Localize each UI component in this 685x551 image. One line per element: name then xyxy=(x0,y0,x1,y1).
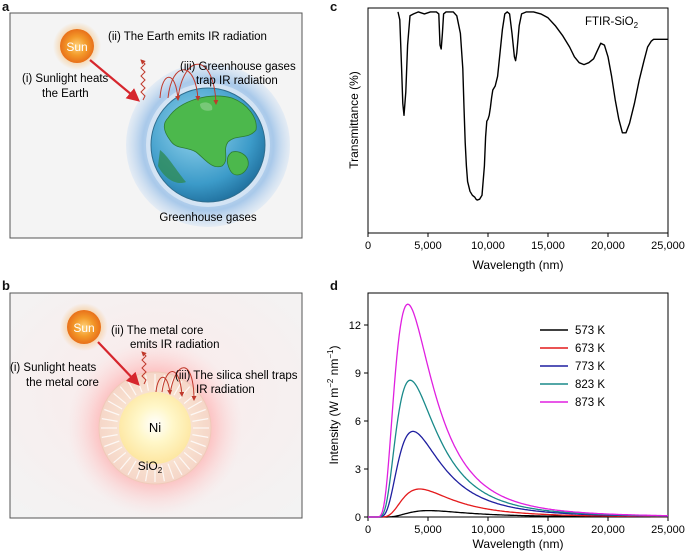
chart-d-frame xyxy=(367,292,669,518)
label-sunlight-heats-core-2: the metal core xyxy=(26,377,99,389)
label-greenhouse-trap-1: (iii) Greenhouse gases xyxy=(180,61,296,73)
panel-letter-c: c xyxy=(330,0,338,14)
chart-d-xtick-label: 10,000 xyxy=(471,524,505,536)
legend-label-873k: 873 K xyxy=(575,397,605,409)
chart-c-frame xyxy=(367,7,669,234)
ir-emission-wave xyxy=(140,59,146,101)
chart-c-xtick-label: 10,000 xyxy=(471,240,505,252)
panel-letter-a: a xyxy=(2,0,10,14)
label-shell-traps-1: (iii) The silica shell traps xyxy=(175,370,298,382)
ftir-series-line xyxy=(397,11,668,201)
chart-d-legend: 573 K 673 K 773 K 823 K 873 K xyxy=(540,325,605,409)
chart-d-xtick-label: 25,000 xyxy=(651,524,685,536)
chart-c-xlabel: Wavelength (nm) xyxy=(473,258,564,272)
chart-d-ytick-label: 12 xyxy=(349,320,361,332)
label-core-emits-ir-1: (ii) The metal core xyxy=(111,325,203,337)
chart-d-xtick-label: 0 xyxy=(365,524,371,536)
chart-d-xlabel: Wavelength (nm) xyxy=(473,537,564,551)
ir-trap-arc-b1 xyxy=(155,376,173,395)
chart-c-xtick-label: 0 xyxy=(365,240,371,252)
chart-d-xtick-label: 20,000 xyxy=(591,524,625,536)
ftir-annotation: FTIR-SiO2 xyxy=(585,16,639,30)
label-earth-emits-ir: (ii) The Earth emits IR radiation xyxy=(108,31,267,43)
sun-label: Sun xyxy=(66,40,87,54)
ni-core xyxy=(119,392,191,464)
sunlight-arrow-b xyxy=(97,341,140,386)
shell-label: SiO2 xyxy=(138,459,163,475)
panel-b-nanoparticle-illustration: Ni SiO2 Sun (ii) The metal core emits IR… xyxy=(9,292,303,519)
spectrum-line-673k xyxy=(368,488,669,518)
sun-label-b: Sun xyxy=(73,321,94,335)
chart-d-ytick-label: 9 xyxy=(355,368,361,380)
ir-trap-arc-b3 xyxy=(169,367,197,401)
greenhouse-gases-caption: Greenhouse gases xyxy=(159,212,256,224)
chart-emission-spectra: Wavelength (nm) Intensity (W m−2 nm−1) 0… xyxy=(326,292,685,551)
sunlight-arrow xyxy=(89,59,141,102)
spectrum-line-773k xyxy=(368,430,668,518)
sun-icon-b xyxy=(67,310,101,344)
label-greenhouse-trap-2: trap IR radiation xyxy=(196,75,278,87)
chart-d-ytick-label: 6 xyxy=(355,416,361,428)
chart-c-xtick-label: 20,000 xyxy=(591,240,625,252)
chart-d-ytick-label: 0 xyxy=(355,512,361,524)
label-core-emits-ir-2: emits IR radiation xyxy=(130,339,219,351)
legend-label-823k: 823 K xyxy=(575,379,605,391)
chart-c-xtick-label: 5,000 xyxy=(414,240,442,252)
panel-a-greenhouse-illustration: Sun (ii) The Earth emits IR radiation (i… xyxy=(9,12,303,239)
spectrum-line-873k xyxy=(368,303,669,518)
chart-d-ylabel: Intensity (W m−2 nm−1) xyxy=(326,346,341,465)
chart-c-xtick-label: 15,000 xyxy=(531,240,565,252)
earth-globe-icon xyxy=(150,87,266,203)
panel-letter-d: d xyxy=(330,278,338,293)
label-sunlight-heats-earth-2: the Earth xyxy=(42,88,89,100)
chart-d-xtick-label: 15,000 xyxy=(531,524,565,536)
spectrum-line-823k xyxy=(368,379,668,518)
ir-trap-arc-b2 xyxy=(161,371,185,397)
legend-label-773k: 773 K xyxy=(575,361,605,373)
label-sunlight-heats-core-1: (i) Sunlight heats xyxy=(10,362,97,374)
core-label: Ni xyxy=(149,420,161,435)
label-shell-traps-2: IR radiation xyxy=(196,384,255,396)
chart-c-ylabel: Transmittance (%) xyxy=(347,71,361,169)
ir-trap-arc-3 xyxy=(177,63,219,105)
sun-icon xyxy=(60,29,94,63)
ir-emission-wave-b xyxy=(141,351,147,385)
legend-label-573k: 573 K xyxy=(575,325,605,337)
ir-trap-arc-1 xyxy=(159,76,181,101)
chart-d-xtick-label: 5,000 xyxy=(414,524,442,536)
legend-label-673k: 673 K xyxy=(575,343,605,355)
label-sunlight-heats-earth-1: (i) Sunlight heats xyxy=(22,73,109,85)
ir-trap-arc-2 xyxy=(167,69,201,101)
panel-letter-b: b xyxy=(2,278,10,293)
chart-d-ytick-label: 3 xyxy=(355,464,361,476)
chart-ftir: FTIR-SiO2 Wavelength (nm) Transmittance … xyxy=(347,7,685,272)
chart-c-xtick-label: 25,000 xyxy=(651,240,685,252)
